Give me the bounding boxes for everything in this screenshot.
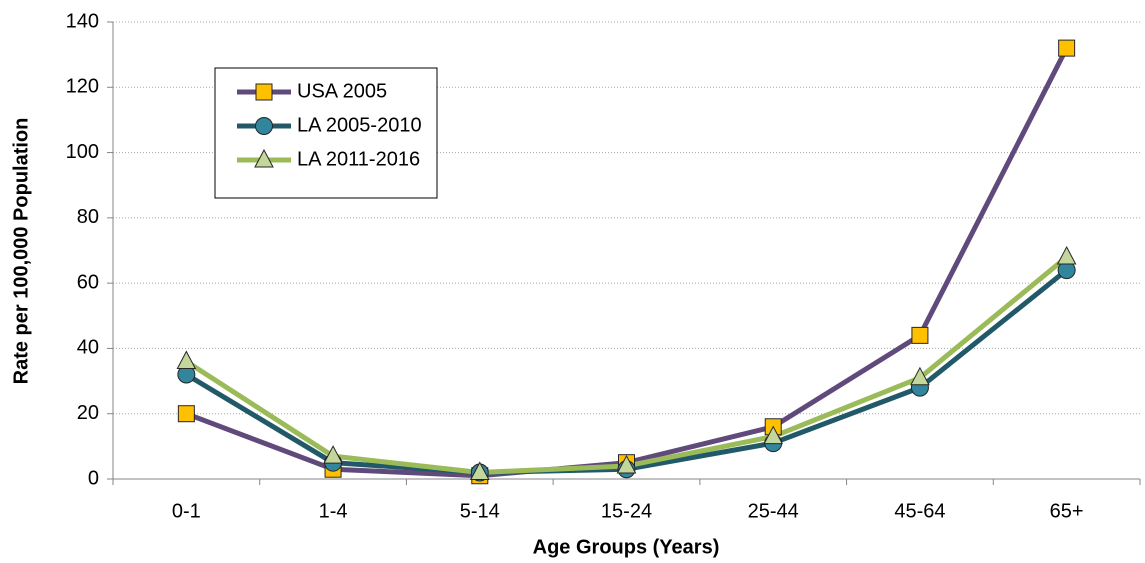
data-point [911,326,929,344]
x-tick-label: 45-64 [894,500,945,522]
data-point [616,454,637,474]
x-tick-label: 5-14 [460,500,500,522]
data-point [1056,245,1077,265]
data-point [763,425,784,445]
y-tick-label: 120 [66,76,99,98]
data-point [910,366,930,386]
y-tick-label: 20 [77,402,99,424]
y-tick-label: 80 [77,206,99,228]
y-tick-label: 0 [88,467,99,489]
x-tick-label: 65+ [1050,500,1084,522]
data-point [323,445,343,464]
legend-label: USA 2005 [297,80,387,102]
legend-label: LA 2011-2016 [297,148,420,170]
data-point [469,461,490,480]
data-point [1058,39,1076,57]
y-tick-label: 140 [66,10,99,32]
x-tick-label: 15-24 [601,500,652,522]
data-point [176,350,197,369]
legend-marker [255,83,273,101]
series-line [185,268,1069,475]
y-tick-label: 60 [77,271,99,293]
legend-label: LA 2005-2010 [297,114,422,136]
data-point [177,405,195,423]
series-line [185,255,1069,475]
legend-marker [255,117,273,135]
x-tick-label: 25-44 [748,500,799,522]
x-tick-label: 1-4 [319,500,348,522]
y-tick-label: 40 [77,337,99,359]
legend-marker [254,148,274,168]
x-axis-label: Age Groups (Years) [533,536,720,558]
x-tick-label: 0-1 [172,500,201,522]
y-tick-label: 100 [66,141,99,163]
y-axis-label: Rate per 100,000 Population [10,118,32,385]
